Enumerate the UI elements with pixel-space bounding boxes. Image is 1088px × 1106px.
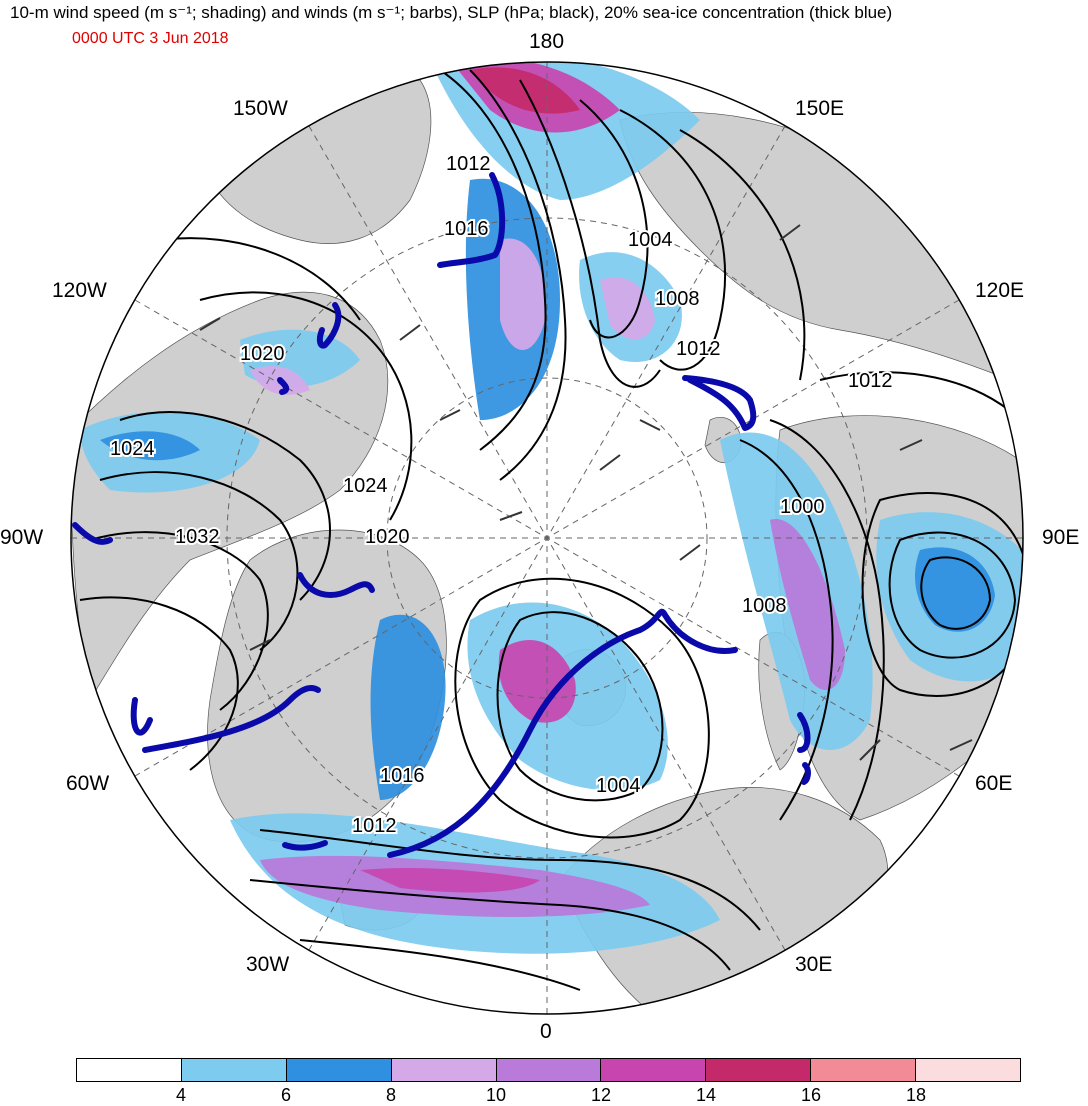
lon-label-180: 180 — [529, 30, 565, 53]
colorbar-segment — [496, 1059, 602, 1081]
lon-label-150e: 150E — [795, 97, 845, 120]
colorbar-tick: 4 — [175, 1085, 187, 1105]
lon-label-150w: 150W — [233, 97, 288, 120]
lon-label-60e: 60E — [975, 772, 1013, 795]
lon-label-90e: 90E — [1042, 526, 1080, 549]
slp-label: 1012 — [446, 153, 491, 175]
lon-label-30e: 30E — [795, 953, 833, 976]
colorbar-segment — [811, 1059, 917, 1081]
slp-label: 1008 — [655, 288, 700, 310]
colorbar-tick: 16 — [800, 1085, 822, 1105]
colorbar-segment — [181, 1059, 287, 1081]
slp-label: 1012 — [848, 370, 893, 392]
colorbar-tick: 8 — [385, 1085, 397, 1105]
valid-time: 0000 UTC 3 Jun 2018 — [72, 30, 229, 47]
lon-label-30w: 30W — [246, 953, 290, 976]
slp-label: 1008 — [742, 595, 787, 617]
colorbar-tick: 10 — [485, 1085, 507, 1105]
slp-label: 1020 — [365, 526, 410, 548]
colorbar-tick: 14 — [695, 1085, 717, 1105]
slp-label: 1004 — [596, 775, 641, 797]
map-boundary — [70, 61, 1024, 1015]
lon-label-120w: 120W — [52, 279, 107, 302]
sea-ice-edge — [72, 172, 811, 858]
colorbar-tick: 6 — [280, 1085, 292, 1105]
colorbar-segment — [706, 1059, 812, 1081]
colorbar-segment — [916, 1059, 1021, 1081]
slp-label: 1020 — [240, 343, 285, 365]
slp-label: 1004 — [628, 229, 673, 251]
colorbar-segment — [286, 1059, 392, 1081]
lon-label-90w: 90W — [0, 526, 44, 549]
colorbar-tick: 18 — [905, 1085, 927, 1105]
lon-label-120e: 120E — [975, 279, 1025, 302]
colorbar-segment — [77, 1059, 182, 1081]
slp-label: 1024 — [110, 438, 155, 460]
slp-label: 1012 — [676, 338, 721, 360]
colorbar — [76, 1058, 1021, 1082]
slp-label: 1032 — [175, 526, 220, 548]
slp-label: 1000 — [780, 496, 825, 518]
lon-label-0: 0 — [540, 1020, 552, 1043]
isobars — [79, 69, 1023, 991]
map-title: 10-m wind speed (m s⁻¹; shading) and win… — [10, 3, 893, 22]
slp-label: 1024 — [343, 475, 388, 497]
slp-label: 1012 — [352, 815, 397, 837]
lon-label-60w: 60W — [66, 772, 110, 795]
wind-barbs — [199, 224, 973, 761]
colorbar-segment — [601, 1059, 707, 1081]
slp-label: 1016 — [444, 218, 489, 240]
colorbar-segment — [391, 1059, 497, 1081]
slp-labels: 1012 1016 1004 1008 1012 1012 1020 1024 … — [108, 151, 895, 839]
slp-label: 1016 — [380, 765, 425, 787]
colorbar-tick: 12 — [590, 1085, 612, 1105]
